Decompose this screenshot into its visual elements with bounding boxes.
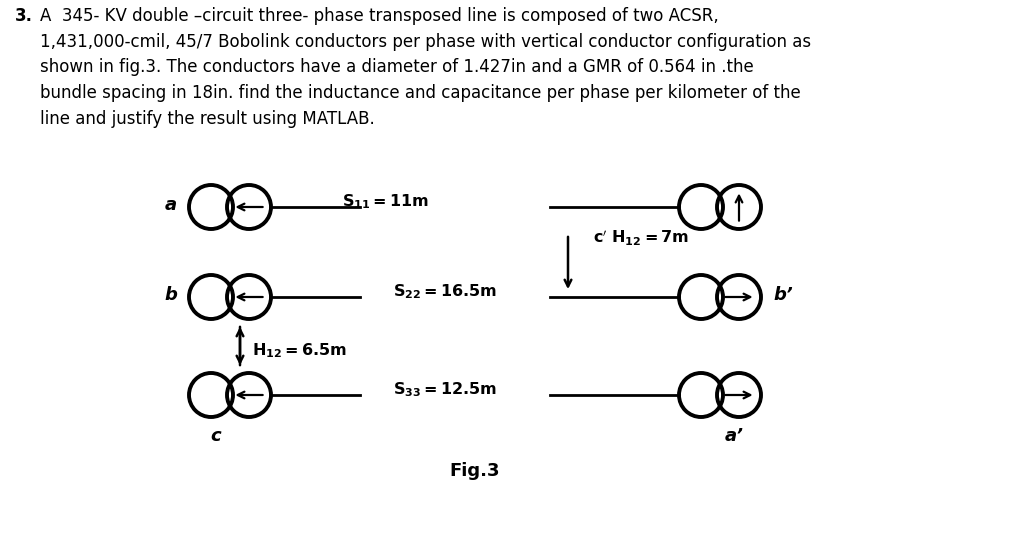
- Text: $\mathbf{H_{12} = 6.5m}$: $\mathbf{H_{12} = 6.5m}$: [252, 341, 347, 360]
- Text: $\mathbf{c' \ H_{12} = 7m}$: $\mathbf{c' \ H_{12} = 7m}$: [593, 227, 689, 247]
- Text: $\mathbf{S_{33}}$$\mathbf{=12.5m}$: $\mathbf{S_{33}}$$\mathbf{=12.5m}$: [393, 380, 497, 399]
- Text: c: c: [211, 427, 221, 445]
- Text: Fig.3: Fig.3: [450, 462, 500, 480]
- Text: $\mathbf{S_{11}}$$\mathbf{=11m}$: $\mathbf{S_{11}}$$\mathbf{=11m}$: [342, 193, 428, 211]
- Text: A  345- KV double –circuit three- phase transposed line is composed of two ACSR,: A 345- KV double –circuit three- phase t…: [40, 7, 811, 128]
- Text: a’: a’: [724, 427, 743, 445]
- Text: $\mathbf{S_{22}}$$\mathbf{=16.5m}$: $\mathbf{S_{22}}$$\mathbf{=16.5m}$: [393, 282, 497, 301]
- Text: a: a: [165, 196, 177, 214]
- Text: 3.: 3.: [14, 7, 33, 25]
- Text: b’: b’: [773, 286, 793, 304]
- Text: b: b: [165, 286, 177, 304]
